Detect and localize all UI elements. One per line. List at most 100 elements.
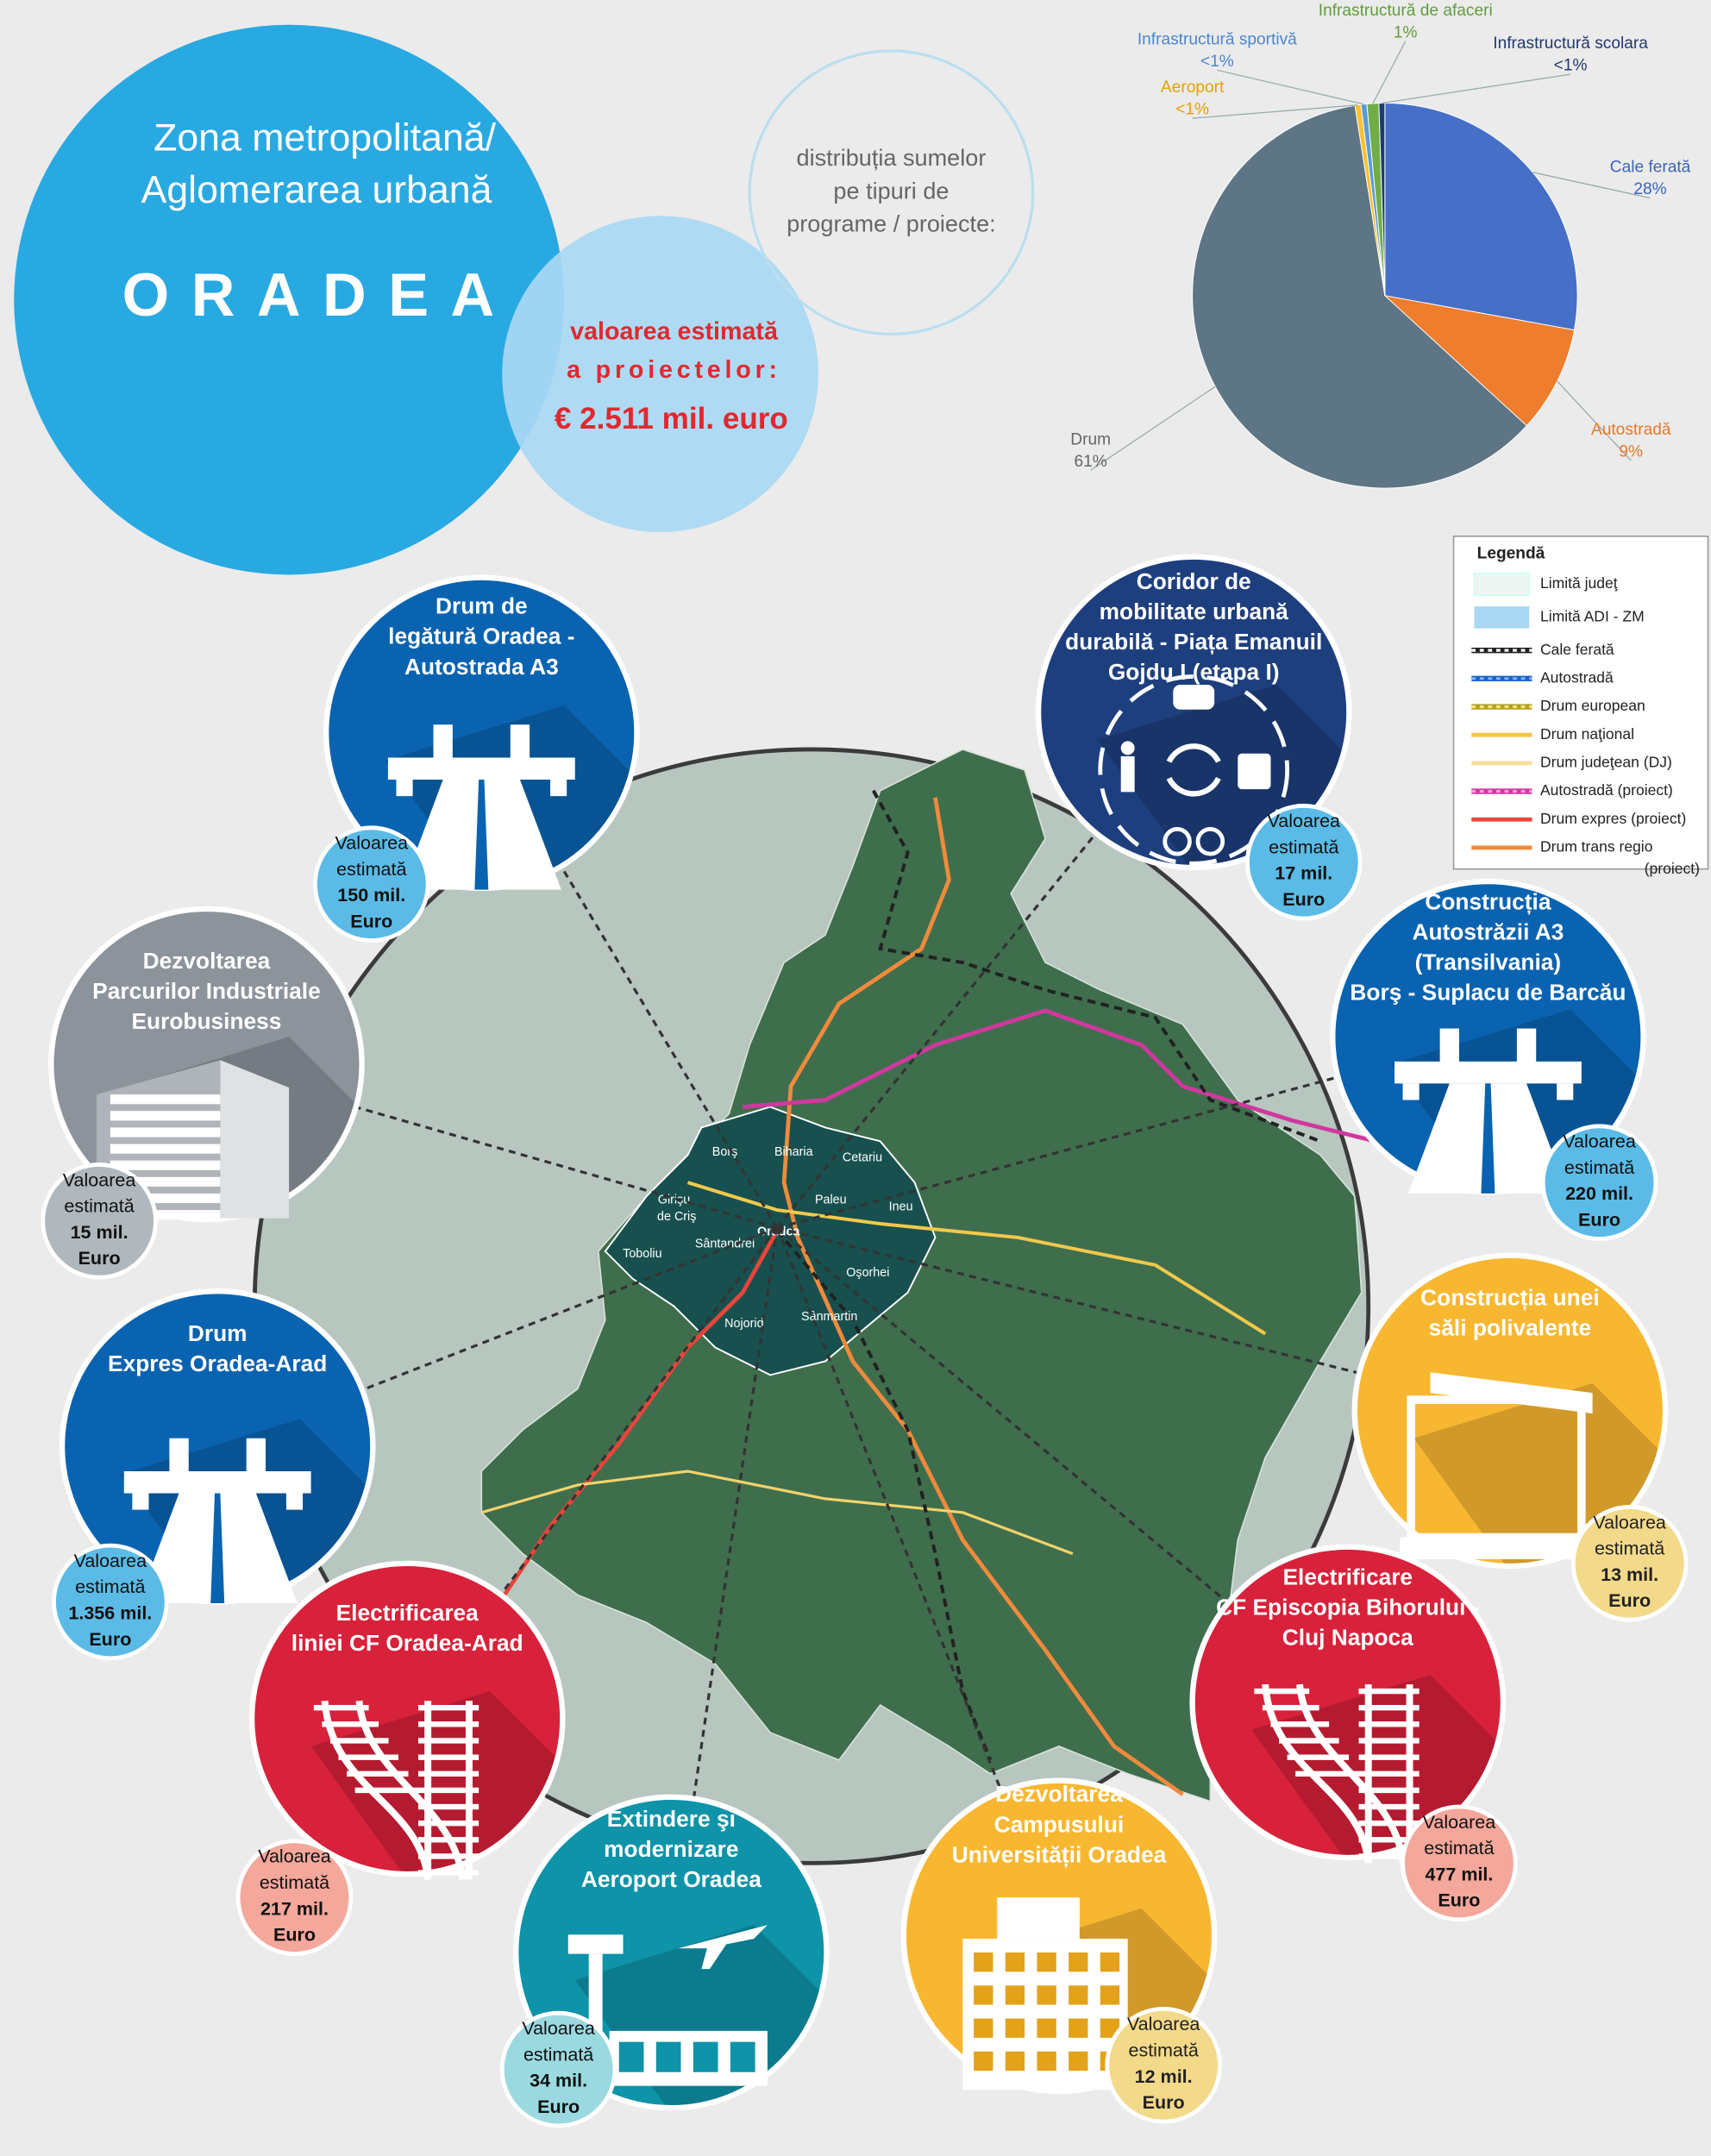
estimate-circle <box>235 1839 354 1957</box>
icon <box>1005 1952 1025 1972</box>
legend-label: Drum european <box>1540 697 1645 714</box>
project-estimate: Valoarea <box>63 1169 136 1190</box>
project-estimate: 34 mil. <box>530 2071 587 2091</box>
icon <box>123 1470 311 1494</box>
icon <box>433 724 453 761</box>
project-title: Autostrăzii A3 <box>1413 919 1564 945</box>
place-label: de Criş <box>657 1210 696 1224</box>
icon <box>1037 1952 1056 1972</box>
project-estimate: 1.356 mil. <box>68 1602 152 1623</box>
icon <box>1195 827 1225 856</box>
icon <box>997 1897 1080 1940</box>
project-estimate: estimată <box>64 1196 134 1217</box>
place-label: Nojorid <box>724 1317 763 1331</box>
icon <box>1069 2018 1088 2038</box>
project: Electrificare CF Episcopia Bihorului - Clu… <box>1189 1544 1518 1922</box>
icon <box>110 1094 221 1105</box>
icon <box>110 1210 221 1220</box>
project-title: Campusului <box>994 1811 1125 1837</box>
project-estimate: 15 mil. <box>71 1222 128 1243</box>
project-estimate: estimată <box>260 1872 329 1893</box>
project-estimate: Euro <box>78 1248 121 1269</box>
project-estimate: Euro <box>537 2096 580 2117</box>
project-estimate: estimată <box>336 859 406 880</box>
estimate-line: a proiectelor: <box>567 356 781 384</box>
icon <box>974 2051 993 2071</box>
icon <box>1402 1083 1420 1100</box>
project-title: Gojdu I (etapa I) <box>1108 659 1280 685</box>
project-estimate: Valoarea <box>1423 1812 1496 1833</box>
project-estimate: Euro <box>1282 889 1325 910</box>
project-estimate: Euro <box>1608 1590 1651 1611</box>
estimate-circle <box>1401 1804 1518 1922</box>
project-estimate: 13 mil. <box>1601 1564 1658 1585</box>
icon <box>110 1193 221 1204</box>
icon <box>678 1925 768 1970</box>
project-title: liniei CF Oradea-Arad <box>291 1630 523 1656</box>
legend-label: Autostradă <box>1540 668 1614 686</box>
icon <box>1037 1985 1056 2005</box>
icon <box>110 1144 221 1154</box>
icon <box>220 1060 290 1219</box>
project-estimate: Euro <box>1143 2092 1185 2113</box>
icon <box>550 780 567 797</box>
icon <box>1120 741 1135 755</box>
distribution-line: programe / proiecte: <box>787 210 995 237</box>
project-estimate: estimată <box>1564 1157 1634 1178</box>
estimate-circle <box>52 1543 169 1661</box>
place-label: Biharia <box>774 1145 813 1159</box>
icon <box>474 780 489 890</box>
place-label: Borş <box>712 1145 737 1159</box>
estimate-circle <box>41 1163 158 1280</box>
project-title: Parcurilor Industriale <box>92 978 321 1004</box>
pie-slice <box>1383 295 1576 427</box>
icon <box>1100 1985 1120 2005</box>
icon <box>1037 2051 1056 2071</box>
pie-label: Autostradă <box>1591 421 1671 439</box>
icon <box>1005 1985 1025 2005</box>
project-title: Construcția unei <box>1420 1285 1599 1311</box>
project: Construcția Autostrăzii A3 (Transilvania) B… <box>1330 878 1658 1241</box>
project: Coridor de mobilitate urbană durabilă - Pi… <box>1035 554 1363 921</box>
project-title: legătură Oradea - <box>388 624 574 649</box>
pie-label: Drum <box>1070 430 1111 448</box>
legend-label: (proiect) <box>1645 860 1700 877</box>
project-circle <box>1035 554 1352 871</box>
icon <box>693 2041 718 2072</box>
railway <box>871 789 1321 1144</box>
pie-label: Infrastructură scolara <box>1493 34 1648 53</box>
project-title: Eurobusiness <box>131 1008 281 1034</box>
legend-label: Limită ADI - ZM <box>1540 608 1645 625</box>
map: Borş Biharia Cetariu Paleu Ineu Girişu de Criş… <box>252 747 1376 1865</box>
place-label: Toboliu <box>623 1247 661 1261</box>
legend-label: Drum expres (proiect) <box>1540 810 1686 827</box>
projects: Drum de legătură Oradea - Autostrada A3 Val… <box>41 554 1689 2128</box>
icon <box>730 2041 755 2072</box>
pie-value-label: <1% <box>1200 53 1234 71</box>
icon <box>1430 1372 1593 1414</box>
icon <box>1557 1083 1574 1100</box>
project-estimate: estimată <box>1424 1838 1494 1858</box>
project: Dezvoltarea Campusului Universității Orade… <box>900 1777 1222 2124</box>
estimate-total: € 2.511 mil. euro <box>555 402 788 436</box>
leader-line <box>776 1226 1511 1413</box>
road-highway-project <box>743 1008 1376 1144</box>
pie-label: Cale ferată <box>1610 159 1691 177</box>
leader-line <box>1217 69 1364 105</box>
legend-swatch <box>1474 606 1530 629</box>
legend-title: Legendă <box>1477 545 1545 563</box>
pie-label: Aeroport <box>1161 78 1225 97</box>
project-title: Dezvoltarea <box>143 948 271 974</box>
pie-value-label: 61% <box>1074 453 1106 471</box>
icon <box>974 1952 993 1972</box>
project-estimate: 150 mil. <box>337 885 405 906</box>
icon <box>1394 1061 1582 1084</box>
project-title: Electrificarea <box>336 1600 479 1626</box>
icon <box>974 1985 993 2005</box>
icon <box>1120 755 1135 793</box>
icon <box>1100 1952 1120 1972</box>
place-label: Paleu <box>815 1194 847 1207</box>
icon <box>210 1493 225 1604</box>
